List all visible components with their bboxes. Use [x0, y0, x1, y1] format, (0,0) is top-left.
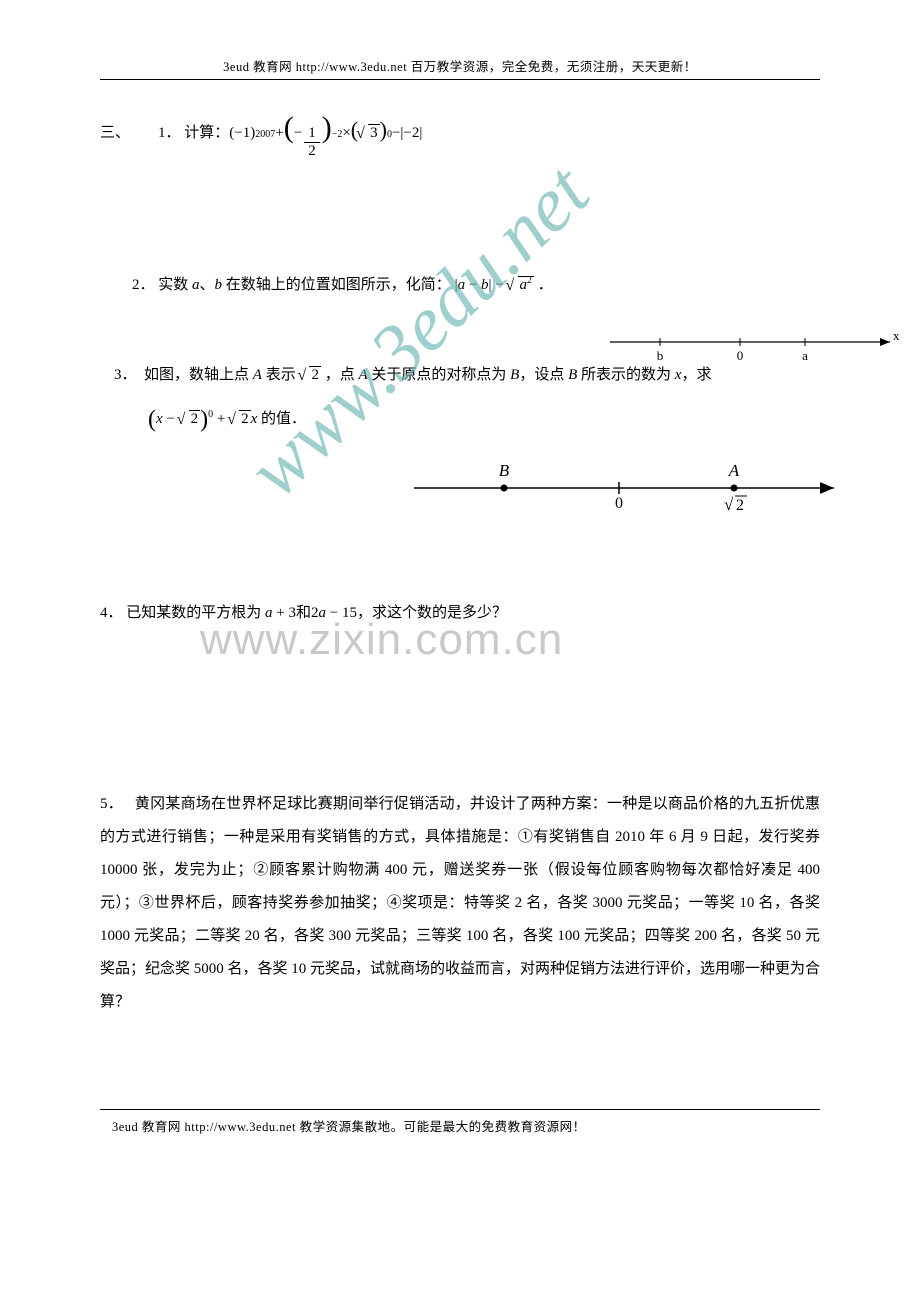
q3-label: 3．	[114, 367, 137, 383]
q1-label: 1．	[158, 118, 181, 148]
q2-number-line: b 0 a x	[610, 330, 900, 370]
q4-expr1-b: + 3	[273, 605, 296, 621]
q3-sqrt2-1: 2	[299, 360, 321, 390]
q3-sqrt2-2: 2	[179, 404, 201, 434]
q3-sqrt2-3: 2	[229, 404, 251, 434]
q2-label: 2．	[132, 277, 155, 293]
q3-exp0: 0	[208, 409, 213, 420]
q1-abs: |−2|	[400, 118, 422, 148]
header-rule	[100, 79, 820, 80]
q1-frac-den: 2	[304, 143, 320, 160]
q2-abs: |a − b|	[455, 277, 492, 293]
q3-A-2: A	[358, 367, 367, 383]
q3-rparen: )	[200, 407, 208, 433]
q1-sqrt-inner: 3	[368, 124, 380, 141]
q4-expr1-a: a	[265, 605, 273, 621]
q4-expr2-a-coeff: 2	[311, 605, 319, 621]
q1-times: ×	[342, 118, 350, 148]
q2-axis-x: x	[893, 330, 900, 343]
q3-axis-zero: 0	[615, 495, 623, 512]
q3-text-1a: 如图，数轴上点	[144, 367, 253, 383]
q1-plus: +	[275, 118, 283, 148]
q3-axis-A: A	[728, 461, 740, 480]
q2-sqrt-rad: a	[520, 277, 528, 293]
q1-minus: −	[392, 118, 400, 148]
q3-axis-sqrt-val: 2	[736, 497, 744, 514]
question-5: 5． 黄冈某商场在世界杯足球比赛期间举行促销活动，并设计了两种方案：一种是以商品…	[100, 788, 820, 1019]
q2-axis-a: a	[802, 348, 808, 363]
q3-text-1b: 表示	[262, 367, 300, 383]
q2-var-b: b	[215, 277, 223, 293]
q4-and: 和	[296, 605, 311, 621]
q3-B-1: B	[510, 367, 519, 383]
q3-text-1e: ，设点	[519, 367, 568, 383]
q2-text-c: 在数轴上的位置如图所示，化简：	[222, 277, 451, 293]
footer-rule	[100, 1109, 820, 1110]
q3-B-2: B	[568, 367, 577, 383]
section-label: 三、	[100, 118, 130, 148]
q2-period: ．	[538, 277, 553, 293]
q1-neg: −	[294, 118, 302, 148]
question-1: 三、 1． 计算： (−1)2007 + ( − 1 2 )−2 × ( 3 )…	[100, 118, 820, 160]
q2-axis-b: b	[657, 348, 664, 363]
q3-lparen: (	[148, 407, 156, 433]
q2-text-b: 、	[200, 277, 215, 293]
q3-axis-B: B	[499, 461, 510, 480]
q4-label: 4．	[100, 605, 123, 621]
q4-text-a: 已知某数的平方根为	[126, 605, 265, 621]
question-3: 3． 如图，数轴上点 A 表示 2 ，点 A 关于原点的对称点为 B，设点 B …	[100, 360, 820, 528]
q3-x-2: x	[156, 411, 163, 427]
q1-term1-base: (−1)	[229, 118, 255, 148]
q1-frac: 1 2	[304, 125, 320, 160]
q3-x-3: x	[251, 411, 258, 427]
q1-frac-num: 1	[304, 125, 320, 143]
q1-sqrt: 3	[358, 118, 380, 148]
q2-sqrt: a2	[508, 270, 535, 300]
q3-axis-sqrt-sign: √	[724, 495, 734, 514]
q3-number-line: B A 0 √ 2	[414, 458, 844, 528]
q3-line2-end: 的值．	[261, 411, 306, 427]
q4-text-b: ，求这个数的是多少？	[357, 605, 507, 621]
q2-axis-zero: 0	[737, 348, 744, 363]
question-2: 2． 实数 a、b 在数轴上的位置如图所示，化简： |a − b| − a2 ．	[100, 270, 820, 300]
q5-body: 黄冈某商场在世界杯足球比赛期间举行促销活动，并设计了两种方案：一种是以商品价格的…	[100, 796, 820, 1010]
q2-sqrt-exp: 2	[527, 275, 532, 286]
q3-text-1c: ，点	[325, 367, 359, 383]
q5-label: 5．	[100, 796, 123, 812]
question-4: 4． 已知某数的平方根为 a + 3和2a − 15，求这个数的是多少？	[100, 598, 820, 628]
page-footer: 3eud 教育网 http://www.3edu.net 教学资源集散地。可能是…	[100, 1116, 820, 1135]
q4-expr2-b: − 15	[326, 605, 357, 621]
q2-text-a: 实数	[158, 277, 192, 293]
q4-expr2-a: a	[319, 605, 327, 621]
q3-A-1: A	[253, 367, 262, 383]
q1-exp2: −2	[332, 125, 343, 145]
page-header: 3eud 教育网 http://www.3edu.net 百万教学资源，完全免费…	[100, 56, 820, 75]
q1-prefix: 计算：	[184, 118, 229, 148]
q2-var-a: a	[192, 277, 200, 293]
q3-text-1d: 关于原点的对称点为	[368, 367, 511, 383]
q1-term1-exp: 2007	[255, 125, 275, 145]
